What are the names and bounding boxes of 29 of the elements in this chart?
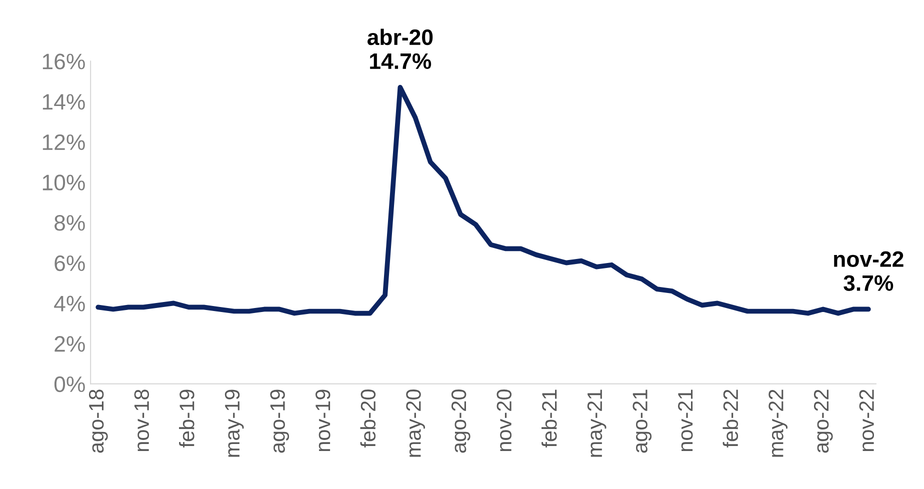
x-tick-label: feb-21 — [542, 390, 557, 448]
y-tick-label: 2% — [54, 336, 85, 352]
annotation: nov-22 3.7% — [834, 251, 904, 291]
y-tick-label: 0% — [54, 376, 85, 392]
x-tick-label: may-20 — [406, 390, 425, 457]
x-tick-label: ago-20 — [451, 390, 470, 453]
x-tick-label: may-21 — [587, 390, 606, 457]
x-tick-label: feb-22 — [722, 390, 738, 448]
x-tick-label: feb-19 — [179, 390, 194, 448]
x-tick-label: nov-20 — [496, 390, 512, 452]
y-tick-label: 12% — [42, 134, 85, 150]
y-tick-label: 16% — [42, 54, 85, 70]
y-tick-label: 6% — [54, 255, 85, 272]
x-tick-label: ago-18 — [88, 390, 108, 453]
x-tick-label: ago-19 — [270, 390, 290, 453]
x-tick-label: nov-22 — [859, 390, 874, 452]
x-tick-label: ago-22 — [814, 390, 833, 453]
x-tick-label: may-19 — [224, 390, 244, 457]
y-tick-label: 8% — [54, 215, 85, 231]
x-tick-label: nov-19 — [316, 390, 330, 452]
y-tick-label: 4% — [54, 296, 85, 312]
annotation: abr-20 14.7% — [367, 28, 433, 70]
y-tick-label: 10% — [42, 174, 85, 190]
x-tick-label: feb-20 — [360, 390, 376, 448]
x-tick-label: nov-21 — [678, 390, 693, 452]
y-tick-label: 14% — [42, 94, 85, 110]
x-tick-label: nov-18 — [134, 390, 150, 452]
x-tick-label: ago-21 — [632, 390, 652, 453]
x-tick-label: may-22 — [768, 390, 788, 457]
